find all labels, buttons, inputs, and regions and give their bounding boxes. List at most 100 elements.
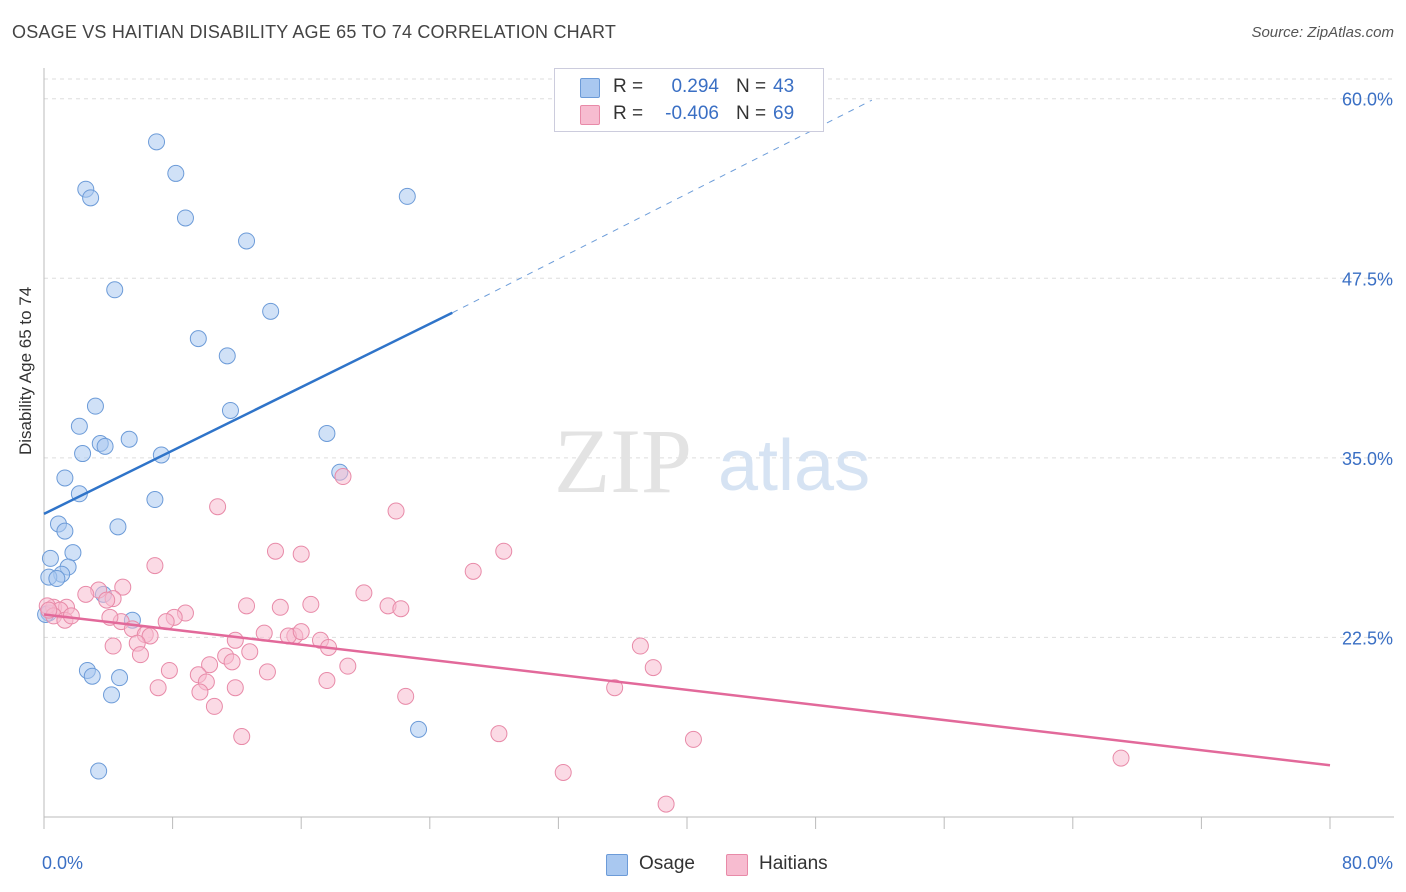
bottom-legend-swatch-haitians	[726, 854, 748, 876]
osage-trend-line	[43, 311, 453, 516]
y-tick-label: 35.0%	[1342, 449, 1393, 469]
osage-point-26	[56, 522, 74, 540]
legend-r-value: -0.406	[665, 103, 719, 124]
grid-lines	[44, 78, 1394, 638]
haitians-point-54	[226, 679, 244, 697]
osage-point-37	[111, 669, 129, 687]
haitians-point-44	[223, 653, 241, 671]
osage-point-14	[318, 424, 336, 442]
haitians-point-55	[149, 679, 167, 697]
osage-point-41	[90, 762, 108, 780]
legend-row-haitians: R = -0.406 N = 69	[555, 100, 823, 126]
watermark-zip: ZIP	[554, 410, 692, 512]
haitians-point-2	[387, 502, 405, 520]
osage-point-39	[103, 686, 121, 704]
legend-swatch-haitians	[580, 105, 600, 125]
haitians-point-3	[266, 542, 284, 560]
haitians-point-13	[98, 591, 116, 609]
osage-point-11	[86, 397, 104, 415]
haitians-point-6	[146, 557, 164, 575]
haitians-point-60	[233, 728, 251, 746]
haitians-point-36	[292, 623, 310, 641]
haitians-point-5	[495, 542, 513, 560]
haitians-point-65	[657, 795, 675, 813]
haitians-point-18	[392, 600, 410, 618]
x-tick-label-min: 0.0%	[42, 853, 83, 873]
haitians-point-62	[684, 730, 702, 748]
y-axis-label: Disability Age 65 to 74	[16, 286, 35, 455]
y-tick-label: 47.5%	[1342, 269, 1393, 289]
osage-point-25	[109, 518, 127, 536]
legend-n-label: N =	[736, 103, 767, 124]
osage-point-38	[83, 667, 101, 685]
osage-point-16	[120, 430, 138, 448]
osage-point-4	[398, 187, 416, 205]
haitians-point-63	[1112, 749, 1130, 767]
osage-point-3	[82, 189, 100, 207]
haitians-point-7	[464, 562, 482, 580]
haitians-point-46	[160, 661, 178, 679]
haitians-point-50	[644, 659, 662, 677]
legend-r-value: 0.294	[671, 76, 719, 97]
haitians-point-10	[355, 584, 373, 602]
haitians-point-64	[554, 763, 572, 781]
watermark: ZIP atlas	[554, 410, 870, 512]
legend-r-label: R =	[613, 103, 644, 124]
osage-point-18	[74, 445, 92, 463]
haitians-point-16	[271, 598, 289, 616]
osage-point-9	[189, 330, 207, 348]
haitians-point-45	[201, 656, 219, 674]
haitians-point-8	[114, 578, 132, 596]
haitians-point-14	[302, 595, 320, 613]
x-tick-label-max: 80.0%	[1342, 853, 1393, 873]
osage-point-10	[218, 347, 236, 365]
osage-point-1	[167, 164, 185, 182]
bottom-legend-swatch-osage	[606, 854, 628, 876]
legend-n-value: 43	[773, 76, 795, 97]
haitians-point-68	[131, 646, 149, 664]
osage-point-7	[106, 281, 124, 299]
haitians-point-59	[205, 697, 223, 715]
haitians-point-15	[238, 597, 256, 615]
osage-point-28	[41, 549, 59, 567]
osage-point-8	[262, 302, 280, 320]
haitians-point-58	[397, 687, 415, 705]
haitians-point-53	[318, 672, 336, 690]
haitians-trend-line	[43, 613, 1331, 767]
legend: R = 0.294 N = 43 R = -0.406 N = 69	[554, 68, 824, 132]
data-points	[37, 133, 1130, 813]
haitians-point-1	[209, 498, 227, 516]
y-tick-label: 60.0%	[1342, 90, 1393, 110]
y-tick-label: 22.5%	[1342, 628, 1393, 648]
chart-title: OSAGE VS HAITIAN DISABILITY AGE 65 TO 74…	[12, 22, 617, 42]
haitians-point-49	[631, 637, 649, 655]
osage-point-27	[64, 544, 82, 562]
osage-point-23	[146, 491, 164, 509]
trend-lines	[43, 99, 1331, 767]
haitians-point-4	[292, 545, 310, 563]
legend-row-osage: R = 0.294 N = 43	[555, 73, 823, 99]
osage-point-17	[96, 437, 114, 455]
haitians-point-56	[191, 683, 209, 701]
haitians-point-57	[606, 679, 624, 697]
tick-labels: 22.5% 35.0% 47.5% 60.0% 0.0% 80.0%	[42, 90, 1393, 873]
haitians-point-40	[104, 637, 122, 655]
haitians-point-38	[226, 631, 244, 649]
haitians-point-61	[490, 725, 508, 743]
osage-point-12	[221, 401, 239, 419]
osage-point-6	[238, 232, 256, 250]
legend-n-value: 69	[773, 103, 795, 124]
legend-n-label: N =	[736, 76, 767, 97]
haitians-point-48	[258, 663, 276, 681]
haitians-point-0	[334, 468, 352, 486]
haitians-point-47	[339, 657, 357, 675]
legend-swatch-osage	[580, 78, 600, 98]
osage-point-13	[70, 417, 88, 435]
axes	[43, 68, 1394, 829]
watermark-atlas: atlas	[718, 426, 870, 506]
osage-point-40	[410, 720, 428, 738]
osage-trend-extension	[452, 99, 873, 314]
osage-point-32	[48, 570, 66, 588]
haitians-point-42	[241, 643, 259, 661]
bottom-legend-label-osage: Osage	[639, 853, 695, 874]
